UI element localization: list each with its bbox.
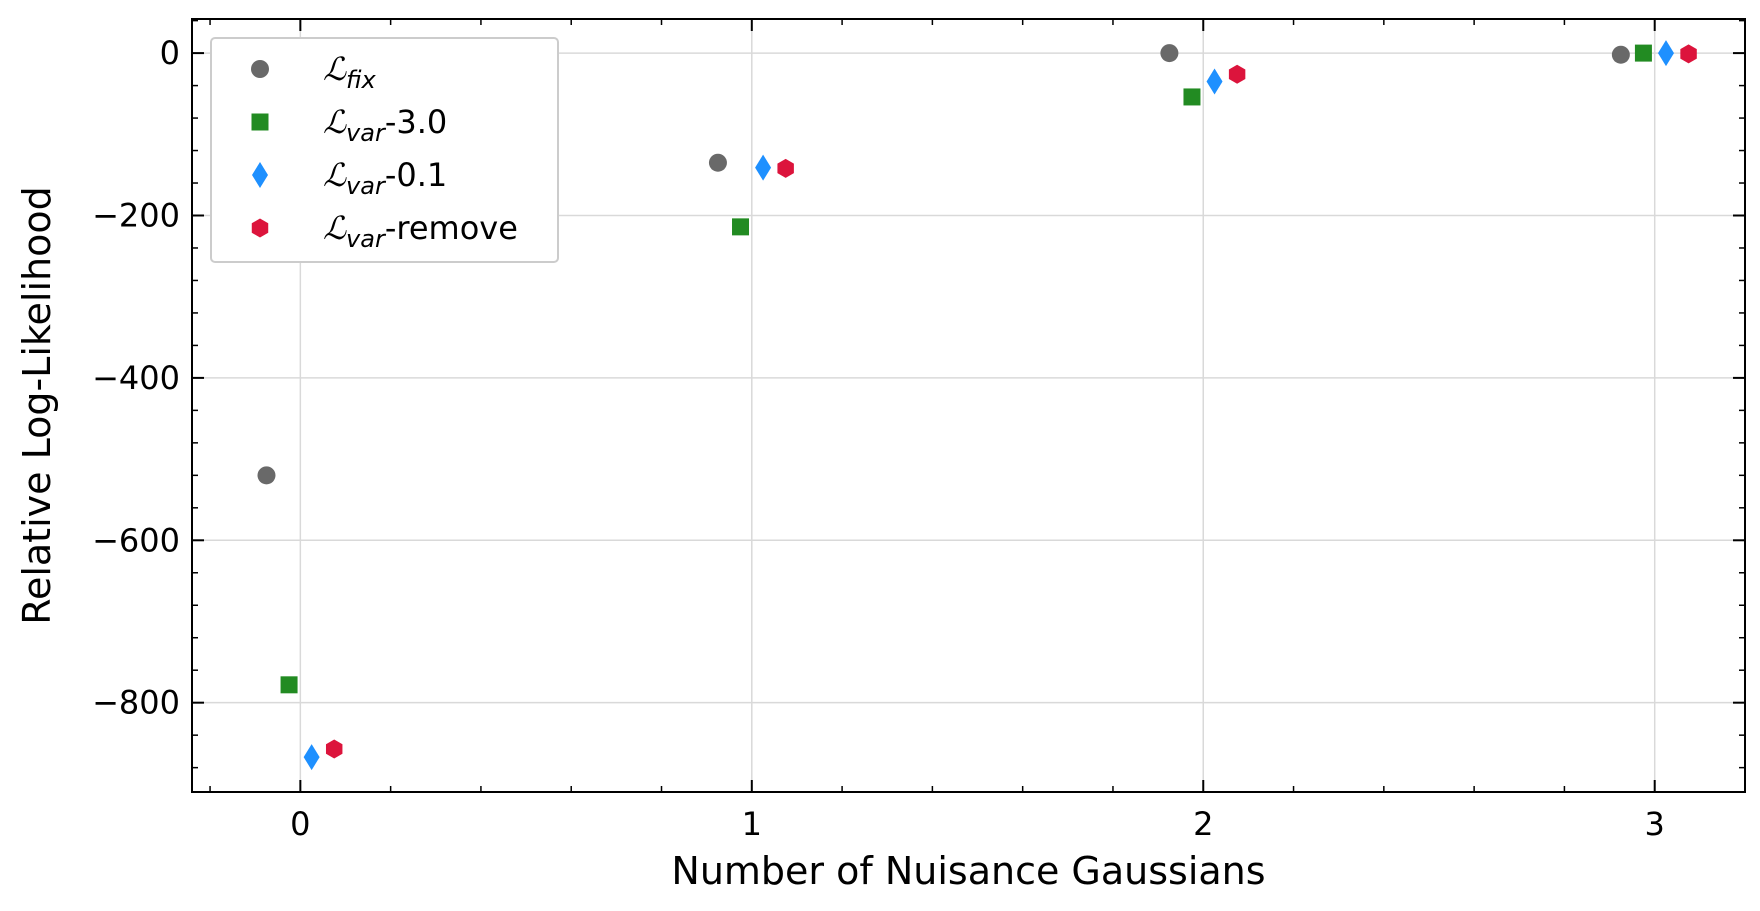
legend-marker-circle: [251, 60, 269, 78]
legend-entry: ℒvar-3.0: [323, 103, 447, 147]
legend-entry-suffix: -0.1: [385, 156, 447, 194]
data-point-square: [1183, 88, 1201, 106]
y-tick-label: −800: [92, 684, 180, 722]
legend-box: [210, 37, 559, 263]
data-point-circle: [708, 153, 727, 172]
data-point-diamond: [303, 744, 320, 771]
data-point-hexagon: [1680, 44, 1697, 64]
y-tick-label: 0: [160, 34, 180, 72]
legend-entry-suffix: -3.0: [385, 103, 447, 141]
legend-entry-subscript: var: [346, 172, 387, 200]
x-tick-label: 2: [1193, 805, 1213, 843]
legend-entry-symbol: ℒ: [323, 209, 347, 247]
data-point-diamond: [1657, 40, 1674, 67]
data-points: [257, 40, 1697, 771]
legend-entry: ℒvar-0.1: [323, 156, 447, 200]
x-tick-label: 3: [1645, 805, 1665, 843]
y-tick-label: −200: [92, 196, 180, 234]
data-point-hexagon: [325, 739, 343, 759]
legend-entry-symbol: ℒ: [323, 156, 347, 194]
x-tick-label: 1: [742, 805, 762, 843]
data-point-square: [280, 676, 298, 694]
legend-entry: ℒfix: [323, 50, 377, 94]
plot-frame: [191, 18, 1746, 793]
legend-entry-subscript: var: [346, 225, 387, 253]
legend-marker-square: [251, 113, 269, 131]
data-point-circle: [1611, 45, 1630, 64]
data-point-circle: [257, 466, 276, 485]
legend-entry-symbol: ℒ: [323, 103, 347, 141]
legend-entry-subscript: var: [346, 119, 387, 147]
legend-entry-symbol: ℒ: [323, 50, 347, 88]
data-point-square: [1634, 44, 1652, 62]
legend-entry-suffix: -remove: [385, 209, 518, 247]
legend-marker-hexagon: [251, 218, 269, 238]
axis-ticks: 0 1 2 3 0 −200 −400 −600 −800: [92, 19, 1746, 843]
data-point-circle: [1160, 44, 1179, 63]
data-point-square: [732, 218, 750, 236]
data-point-hexagon: [1228, 64, 1246, 84]
data-point-hexagon: [777, 158, 794, 178]
legend-entry-subscript: fix: [346, 66, 377, 94]
legend-marker-diamond: [252, 162, 268, 188]
y-axis-label: Relative Log-Likelihood: [15, 186, 59, 624]
x-tick-label: 0: [290, 805, 310, 843]
legend-entry: ℒvar-remove: [323, 209, 518, 253]
x-axis-label: Number of Nuisance Gaussians: [671, 849, 1265, 893]
data-point-diamond: [755, 154, 772, 181]
y-tick-label: −400: [92, 359, 180, 397]
data-point-diamond: [1206, 68, 1223, 95]
y-tick-label: −600: [92, 521, 180, 559]
